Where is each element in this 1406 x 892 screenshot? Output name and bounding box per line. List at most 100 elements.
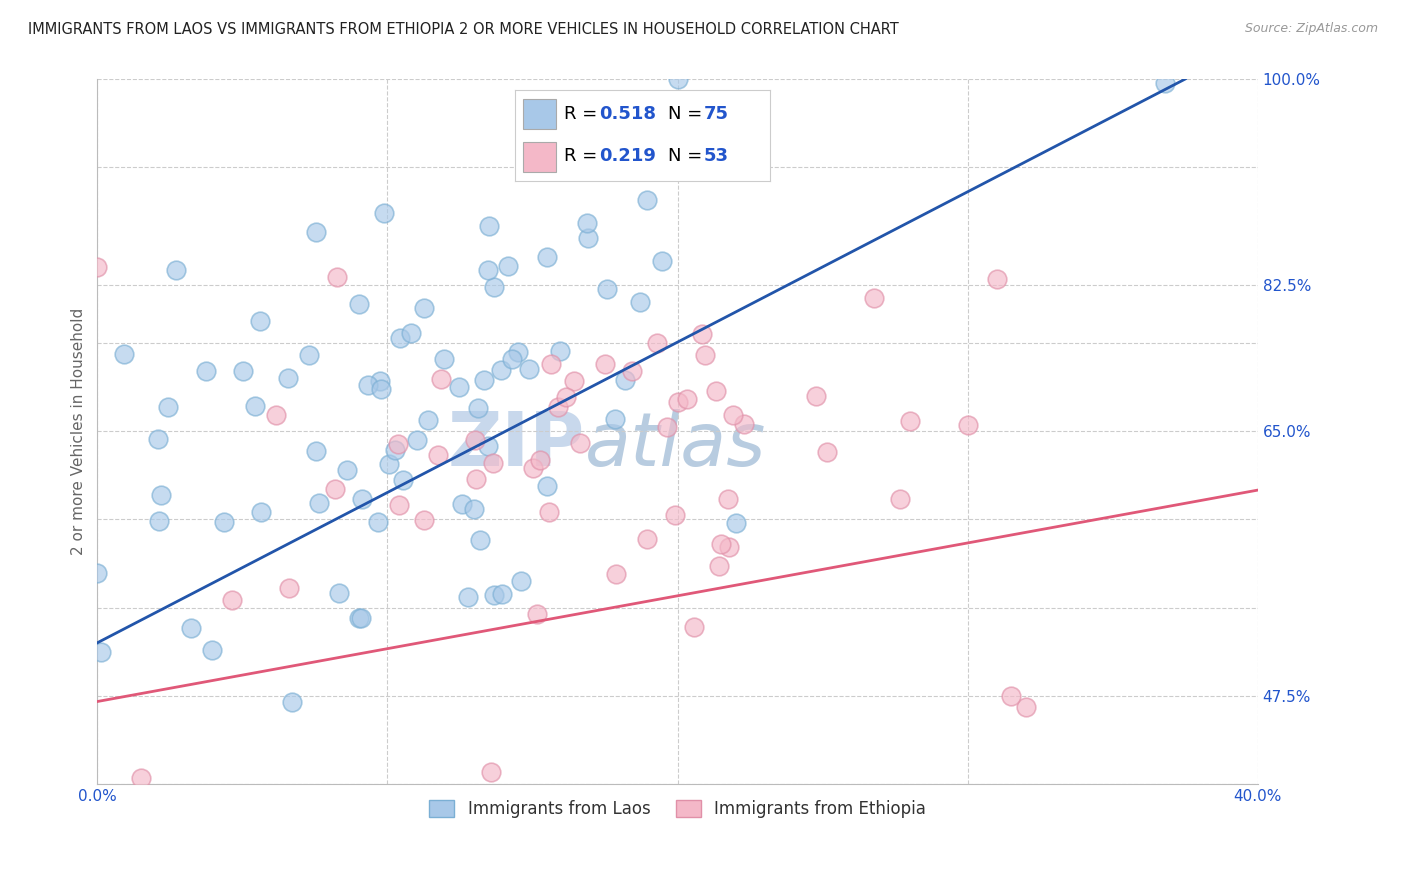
Point: [347, 296, 370, 310]
Point: [277, 371, 299, 385]
Point: [724, 516, 747, 530]
Point: [562, 374, 585, 388]
Point: [243, 399, 266, 413]
Point: [399, 326, 422, 340]
Point: [536, 250, 558, 264]
Point: [221, 593, 243, 607]
Point: [201, 642, 224, 657]
Point: [457, 590, 479, 604]
Point: [156, 401, 179, 415]
Point: [195, 364, 218, 378]
Point: [451, 497, 474, 511]
Point: [704, 384, 727, 398]
Point: [336, 463, 359, 477]
Point: [368, 375, 391, 389]
Point: [645, 336, 668, 351]
Point: [522, 461, 544, 475]
Point: [347, 611, 370, 625]
Point: [614, 373, 637, 387]
Point: [250, 505, 273, 519]
Point: [651, 253, 673, 268]
Point: [305, 225, 328, 239]
Point: [478, 219, 501, 233]
Point: [482, 280, 505, 294]
Point: [418, 413, 440, 427]
Point: [555, 390, 578, 404]
Point: [718, 541, 741, 555]
Point: [308, 496, 330, 510]
Point: [430, 372, 453, 386]
Point: [180, 621, 202, 635]
Point: [547, 401, 569, 415]
Point: [129, 771, 152, 785]
Point: [426, 449, 449, 463]
Point: [693, 348, 716, 362]
Point: [593, 357, 616, 371]
Point: [433, 351, 456, 366]
Point: [447, 380, 470, 394]
Point: [373, 206, 395, 220]
Point: [628, 294, 651, 309]
Point: [501, 352, 523, 367]
Point: [496, 259, 519, 273]
Point: [481, 764, 503, 779]
Point: [468, 533, 491, 547]
Point: [508, 344, 530, 359]
Point: [517, 361, 540, 376]
Point: [815, 444, 838, 458]
Point: [467, 401, 489, 416]
Point: [370, 382, 392, 396]
Point: [526, 607, 548, 621]
Point: [352, 492, 374, 507]
Point: [464, 433, 486, 447]
Point: [489, 362, 512, 376]
Point: [596, 282, 619, 296]
Point: [804, 389, 827, 403]
Point: [90, 645, 112, 659]
Point: [482, 456, 505, 470]
Point: [465, 471, 488, 485]
Point: [1154, 75, 1177, 89]
Point: [482, 588, 505, 602]
Point: [232, 364, 254, 378]
Point: [889, 492, 911, 507]
Point: [412, 301, 434, 315]
Point: [278, 581, 301, 595]
Text: atlas: atlas: [585, 409, 766, 482]
Point: [86, 260, 108, 274]
Point: [548, 343, 571, 358]
Point: [657, 419, 679, 434]
Y-axis label: 2 or more Vehicles in Household: 2 or more Vehicles in Household: [72, 308, 86, 555]
Point: [149, 488, 172, 502]
Point: [898, 414, 921, 428]
Point: [305, 444, 328, 458]
Point: [323, 483, 346, 497]
Point: [664, 508, 686, 523]
Text: ZIP: ZIP: [447, 409, 585, 482]
Point: [325, 269, 347, 284]
Point: [636, 532, 658, 546]
Point: [569, 435, 592, 450]
Point: [328, 585, 350, 599]
Point: [666, 72, 689, 87]
Point: [690, 327, 713, 342]
Point: [367, 515, 389, 529]
Point: [529, 452, 551, 467]
Point: [676, 392, 699, 406]
Point: [249, 313, 271, 327]
Point: [146, 432, 169, 446]
Point: [384, 442, 406, 457]
Legend: Immigrants from Laos, Immigrants from Ethiopia: Immigrants from Laos, Immigrants from Et…: [423, 793, 932, 825]
Point: [1000, 689, 1022, 703]
Point: [212, 516, 235, 530]
Point: [621, 363, 644, 377]
Point: [406, 433, 429, 447]
Point: [540, 357, 562, 371]
Point: [666, 394, 689, 409]
Point: [389, 331, 412, 345]
Point: [863, 291, 886, 305]
Point: [1015, 700, 1038, 714]
Point: [472, 373, 495, 387]
Point: [392, 473, 415, 487]
Point: [350, 610, 373, 624]
